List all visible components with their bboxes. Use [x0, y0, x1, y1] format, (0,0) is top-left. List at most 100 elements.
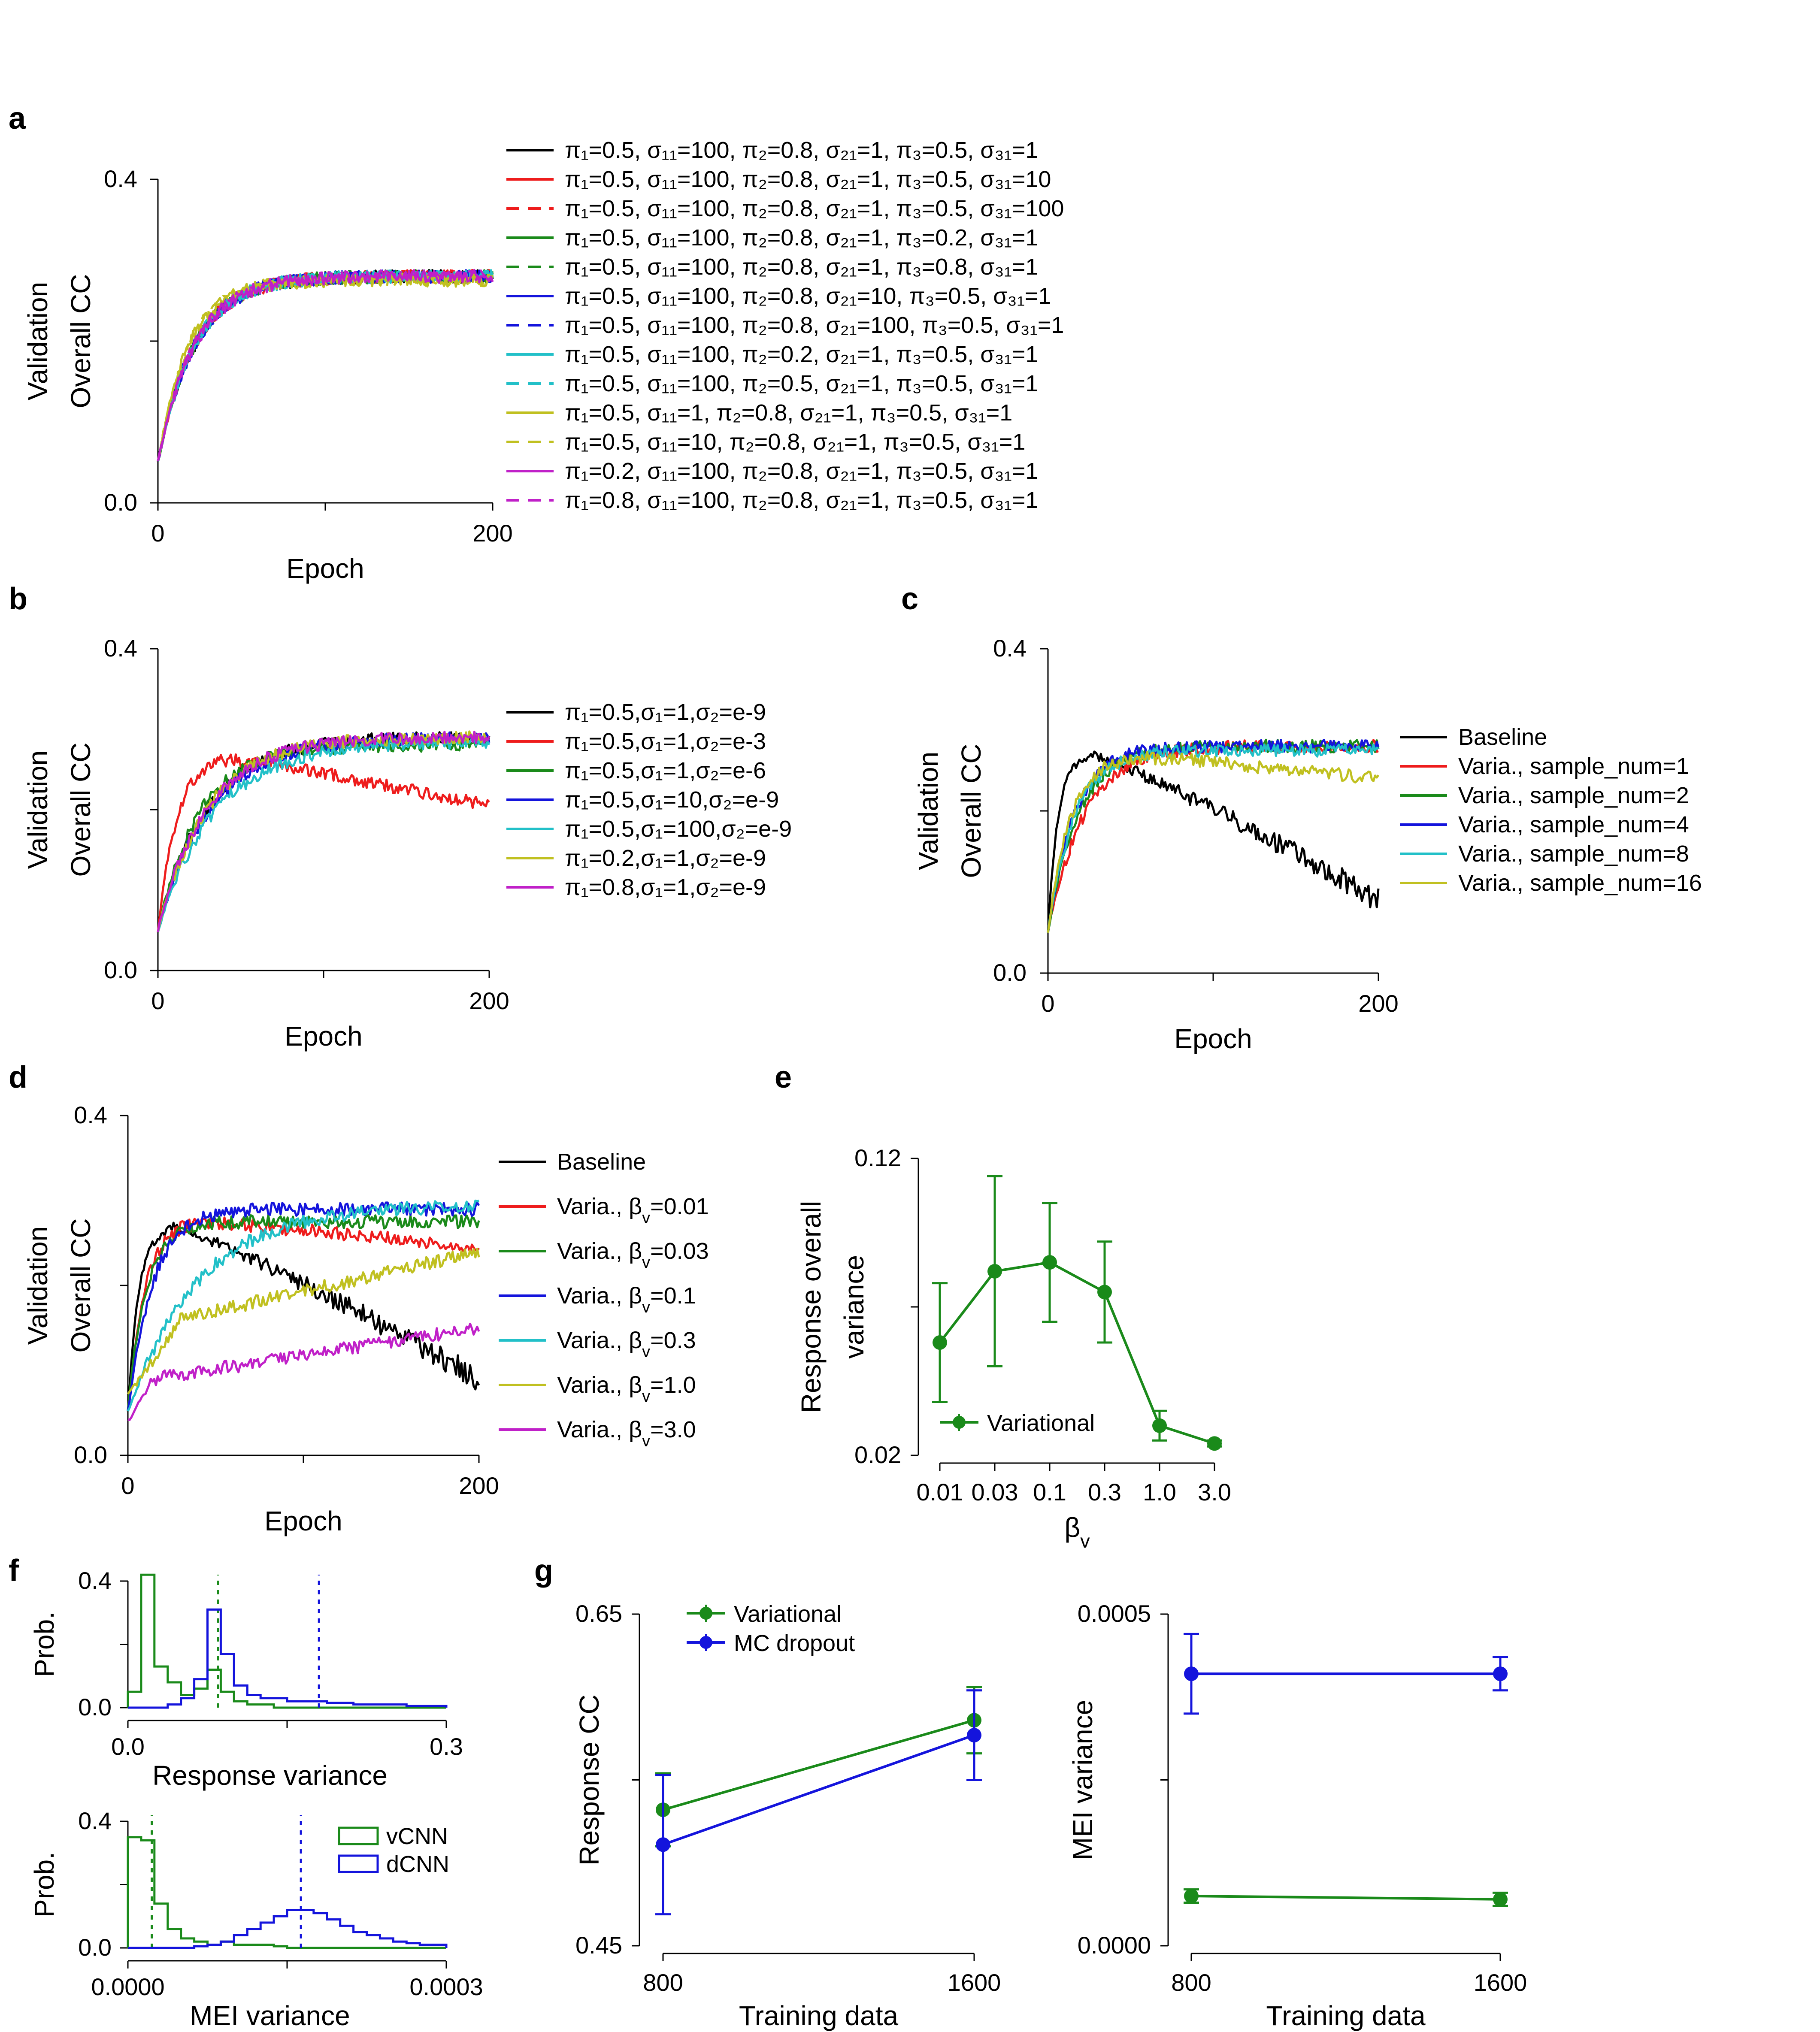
panel-c: c 0.0 0.4 0 200 Epoch Validation Overall CC Base… — [901, 582, 1702, 1054]
legend-label: π₁=0.5, σ₁₁=100, π₂=0.8, σ₂₁=1, π₃=0.8, … — [565, 254, 1038, 280]
series-line — [1047, 739, 1380, 933]
y-tick-label: 0.45 — [575, 1932, 622, 1959]
x-tick-label: 200 — [469, 987, 509, 1014]
legend-label: π₁=0.5, σ₁₁=10, π₂=0.8, σ₂₁=1, π₃=0.5, σ… — [565, 429, 1025, 455]
data-point — [1207, 1436, 1222, 1451]
y-tick-label: 0.4 — [104, 165, 137, 192]
y-axis-label: Overall CC — [65, 1219, 96, 1353]
legend-label: Varia., βv=0.3 — [557, 1327, 696, 1361]
legend-label: π₁=0.5, σ₁₁=100, π₂=0.8, σ₂₁=1, π₃=0.5, … — [565, 137, 1038, 163]
legend-label: Varia., sample_num=4 — [1458, 812, 1689, 838]
x-tick-label: 0.0000 — [91, 1973, 164, 2000]
histogram-outline — [127, 1836, 446, 1949]
legend-label: MC dropout — [734, 1630, 855, 1656]
data-point — [1042, 1255, 1057, 1270]
series-line — [157, 273, 494, 462]
y-tick-label: 0.0 — [78, 1934, 112, 1961]
series-line — [157, 269, 494, 461]
series-line — [127, 1214, 480, 1412]
series-line — [1047, 738, 1380, 933]
x-tick-label: 0 — [151, 987, 164, 1014]
x-tick-label: 0 — [121, 1472, 134, 1499]
legend-label: π₁=0.5, σ₁₁=100, π₂=0.8, σ₂₁=1, π₃=0.5, … — [565, 166, 1051, 192]
legend-marker — [953, 1416, 966, 1429]
series-line — [157, 269, 494, 462]
data-point — [987, 1264, 1002, 1279]
series-line — [157, 731, 491, 933]
series-line — [663, 1719, 975, 1811]
panel-f1: f 0.0 0.4 0.0 0.3 Response variance Prob. — [9, 1554, 463, 1791]
legend-swatch — [338, 1826, 379, 1845]
y-tick-label: 0.0 — [993, 959, 1027, 986]
series-line — [127, 1322, 480, 1421]
y-tick-label: 0.0 — [78, 1693, 112, 1721]
x-tick-label: 0 — [151, 520, 164, 547]
y-axis-label: Overall CC — [65, 743, 96, 877]
data-point — [1493, 1666, 1508, 1681]
series-line — [157, 269, 494, 462]
legend-label: π₁=0.8, σ₁₁=100, π₂=0.8, σ₂₁=1, π₃=0.5, … — [565, 487, 1038, 513]
data-point — [1184, 1889, 1199, 1904]
legend-swatch — [338, 1854, 379, 1873]
series-line — [157, 269, 494, 462]
legend-label: π₁=0.5,σ₁=1,σ₂=e-9 — [565, 699, 766, 725]
panel-e: e 0.02 0.12 0.01 0.03 0.1 0.3 1.0 3.0 βv Response … — [775, 1060, 1231, 1552]
y-axis-label: Overall CC — [65, 274, 96, 408]
y-tick-label: 0.0005 — [1078, 1600, 1151, 1627]
y-axis-label: Response CC — [574, 1694, 605, 1865]
x-tick-label: 200 — [1358, 990, 1398, 1017]
y-tick-label: 0.0000 — [1078, 1932, 1151, 1959]
y-tick-label: 0.0 — [74, 1441, 107, 1468]
panel-letter-e: e — [775, 1060, 792, 1095]
panel-letter-g1: g — [534, 1554, 553, 1588]
y-tick-label: 0.4 — [78, 1567, 112, 1594]
series-line — [127, 1248, 480, 1395]
legend-label: Varia., sample_num=1 — [1458, 753, 1689, 779]
x-tick-label: 0.01 — [917, 1479, 963, 1506]
data-point — [967, 1728, 981, 1743]
x-axis-label: βv — [1064, 1512, 1090, 1552]
y-axis-label: Validation — [22, 1226, 53, 1345]
series-line — [157, 269, 493, 462]
y-axis-label: Prob. — [29, 1852, 60, 1917]
series-line — [1047, 751, 1380, 933]
x-tick-label: 1600 — [948, 1969, 1001, 1996]
panel-letter-c: c — [901, 582, 918, 616]
series-line — [157, 269, 494, 462]
x-axis-label: Training data — [1266, 2000, 1426, 2031]
y-axis-label: Validation — [22, 282, 53, 400]
x-tick-label: 0.0 — [111, 1733, 145, 1760]
legend-label: Varia., βv=0.1 — [557, 1283, 696, 1316]
legend-label: Variational — [987, 1410, 1095, 1436]
panel-letter-f1: f — [9, 1554, 19, 1588]
x-tick-label: 0.1 — [1033, 1479, 1066, 1506]
legend-label: Varia., sample_num=8 — [1458, 841, 1689, 867]
data-point — [1152, 1418, 1167, 1433]
y-tick-label: 0.4 — [993, 635, 1027, 662]
panel-g1: g 0.45 0.65 800 1600 Training data Response CC… — [534, 1554, 1001, 2031]
series-line — [157, 269, 494, 462]
legend-label: π₁=0.5, σ₁₁=100, π₂=0.8, σ₂₁=1, π₃=0.2, … — [565, 225, 1038, 251]
x-tick-label: 800 — [1171, 1969, 1211, 1996]
panel-a: a 0.0 0.4 0 200 Epoch Validation Overall CC π₁=0… — [9, 101, 1064, 584]
series-line — [1191, 1895, 1501, 1901]
histogram-outline — [128, 1608, 448, 1709]
panel-b: b 0.0 0.4 0 200 Epoch Validation Overall CC π₁=0… — [9, 582, 792, 1052]
legend-label: Varia., sample_num=16 — [1458, 870, 1702, 896]
data-point — [933, 1335, 947, 1350]
legend-label: π₁=0.5, σ₁₁=100, π₂=0.2, σ₂₁=1, π₃=0.5, … — [565, 342, 1038, 367]
y-axis-label: Overall CC — [956, 744, 987, 878]
y-axis-label: Prob. — [29, 1612, 60, 1677]
x-tick-label: 0.03 — [972, 1479, 1018, 1506]
legend-label: π₁=0.2,σ₁=1,σ₂=e-9 — [565, 845, 766, 871]
series-line — [157, 269, 494, 462]
legend-label: Varia., βv=0.01 — [557, 1194, 709, 1227]
y-axis-label: Validation — [22, 750, 53, 869]
legend-label: Varia., βv=3.0 — [557, 1417, 696, 1450]
y-tick-label: 0.0 — [104, 489, 137, 516]
legend-label: π₁=0.5,σ₁=1,σ₂=e-3 — [565, 729, 766, 754]
data-point — [1184, 1666, 1199, 1681]
legend-label: π₁=0.5, σ₁₁=100, π₂=0.8, σ₂₁=100, π₃=0.5… — [565, 312, 1064, 338]
legend-label: π₁=0.2, σ₁₁=100, π₂=0.8, σ₂₁=1, π₃=0.5, … — [565, 458, 1038, 484]
